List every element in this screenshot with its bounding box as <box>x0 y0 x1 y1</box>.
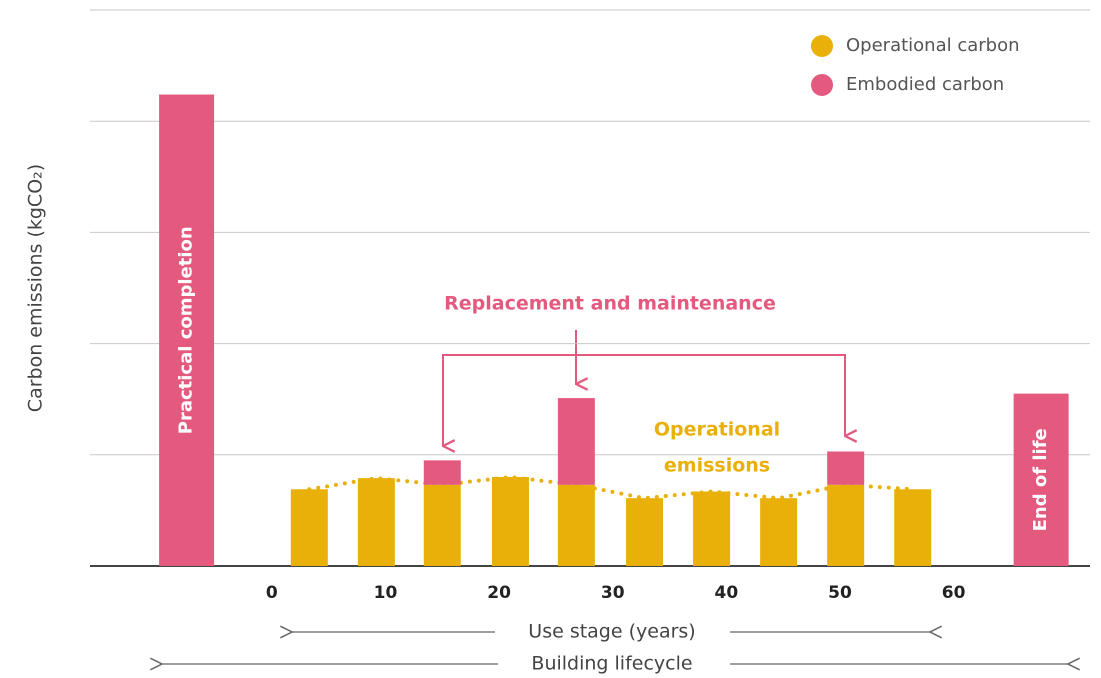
bar <box>491 477 529 566</box>
bar <box>423 460 461 485</box>
bar <box>626 498 664 566</box>
plot: 0 10 20 30 40 50 60 Practical completion End of … <box>90 9 1090 603</box>
bar <box>760 498 798 566</box>
bar <box>1013 393 1069 566</box>
bar-label: Practical completion <box>176 226 197 434</box>
x-tick-label: 40 <box>715 583 739 603</box>
bar <box>557 484 595 566</box>
curve-label: Operational <box>654 419 780 441</box>
x-tick-label: 20 <box>487 583 511 603</box>
operational-curve <box>307 475 915 501</box>
x-tick-label: 30 <box>601 583 625 603</box>
bracket-line <box>442 354 845 446</box>
legend-swatch <box>811 74 833 96</box>
span-label: Building lifecycle <box>531 653 692 675</box>
bar <box>557 398 595 485</box>
bracket <box>443 330 845 446</box>
bar <box>827 484 865 566</box>
legend-label: Operational carbon <box>846 35 1020 56</box>
legend-label: Embodied carbon <box>846 74 1004 95</box>
x-tick-label: 10 <box>374 583 398 603</box>
bar <box>894 489 932 566</box>
curve-label: emissions <box>664 455 770 477</box>
bar <box>827 451 865 485</box>
spans <box>162 632 1068 664</box>
x-tick-label: 60 <box>942 583 966 603</box>
span-label: Use stage (years) <box>528 621 695 643</box>
x-tick-label: 50 <box>828 583 852 603</box>
legend-swatch <box>811 35 833 57</box>
bar <box>159 94 215 567</box>
annotation: Replacement and maintenance <box>444 293 776 315</box>
x-tick-label: 0 <box>266 583 278 603</box>
bar <box>357 478 395 566</box>
bar <box>693 491 731 566</box>
bar-label: End of life <box>1030 428 1051 531</box>
y-axis-label: Carbon emissions (kgCO₂) <box>25 164 47 412</box>
bar <box>290 489 328 566</box>
bar <box>423 484 461 566</box>
